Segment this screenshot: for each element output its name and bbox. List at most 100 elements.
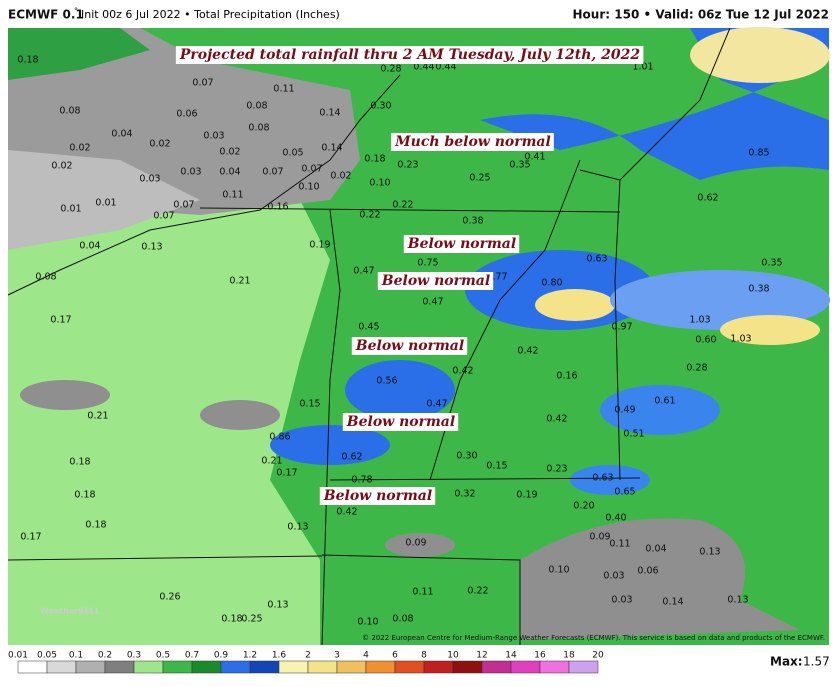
colorbar-label: 0.01: [8, 651, 28, 661]
map-value: 0.44: [413, 62, 434, 73]
map-value: 0.22: [359, 210, 380, 221]
blue: [600, 385, 720, 435]
map-value: 0.07: [173, 200, 194, 211]
map-value: 0.85: [748, 148, 769, 159]
map-value: 0.04: [219, 167, 240, 178]
yellow: [720, 315, 820, 345]
map-value: 0.13: [699, 547, 720, 558]
map-value: 0.08: [59, 106, 80, 117]
colorbar-swatch: [481, 660, 512, 674]
map-value: 0.35: [509, 160, 530, 171]
map-value: 0.10: [357, 617, 378, 628]
annotation: Below normal: [407, 236, 516, 252]
map-value: 0.18: [85, 520, 106, 531]
map-value: 0.08: [246, 101, 267, 112]
colorbar-label: 0.3: [127, 651, 141, 661]
map-value: 0.08: [248, 123, 269, 134]
map-value: 0.42: [517, 346, 538, 357]
annotation: Below normal: [355, 338, 464, 354]
map-value: 0.47: [422, 297, 443, 308]
map-value: 0.04: [111, 129, 132, 140]
colorbar-swatch: [278, 660, 309, 674]
colorbar-label: 20: [592, 651, 604, 661]
map-value: 0.17: [276, 468, 297, 479]
borders: [7, 27, 731, 646]
colorbar-label: 18: [563, 651, 575, 661]
map-value: 0.13: [267, 600, 288, 611]
map-value: 0.06: [176, 109, 197, 120]
colorbar-swatch: [75, 660, 106, 674]
map-value: 0.07: [192, 78, 213, 89]
map-value: 0.08: [35, 272, 56, 283]
map-value: 0.19: [516, 490, 537, 501]
blue: [570, 465, 650, 495]
colorbar-label: 16: [534, 651, 546, 661]
map-value: 0.09: [405, 538, 426, 549]
annotation-box: [377, 272, 494, 290]
map-value: 0.07: [301, 164, 322, 175]
annotation-box: [391, 133, 554, 151]
map-value: 0.25: [469, 173, 490, 184]
colorbar-swatch: [162, 660, 193, 674]
map-value: 0.09: [589, 532, 610, 543]
colorbar-swatch: [104, 660, 135, 674]
map-value: 0.25: [241, 614, 262, 625]
map-value: 0.02: [69, 143, 90, 154]
colorbar-label: 2: [305, 651, 311, 661]
map-value: 0.21: [229, 276, 250, 287]
map-value: 0.03: [203, 131, 224, 142]
map-value: 0.14: [321, 143, 342, 154]
map-value: 0.44: [435, 62, 456, 73]
map-value: 1.01: [632, 62, 653, 73]
annotation-box: [175, 46, 644, 64]
map-value: 0.05: [282, 148, 303, 159]
colorbar-swatch: [249, 660, 280, 674]
map-value: 0.16: [556, 371, 577, 382]
map-value: 0.11: [273, 84, 294, 95]
map-value: 0.10: [369, 178, 390, 189]
map-value: 0.26: [159, 592, 180, 603]
map-value: 0.13: [287, 522, 308, 533]
map-value: 0.11: [609, 539, 630, 550]
map-value: 0.42: [546, 414, 567, 425]
colorbar-label: 1.6: [272, 651, 287, 661]
map-value: 0.23: [397, 160, 418, 171]
blue: [345, 360, 455, 420]
annotation-box: [403, 235, 520, 253]
colorbar-label: 12: [476, 651, 487, 661]
map-value: 0.07: [153, 211, 174, 222]
map-value: 0.01: [60, 204, 81, 215]
max-label: Max:: [770, 655, 803, 669]
map-value: 0.77: [486, 272, 507, 283]
map-value: 0.62: [697, 193, 718, 204]
colorbar-label: 8: [421, 651, 427, 661]
colorbar-label: 0.9: [214, 651, 229, 661]
valid-time: Hour: 150 • Valid: 06z Tue 12 Jul 2022: [573, 8, 829, 22]
degree: °: [74, 7, 78, 16]
green-patch: [8, 28, 150, 80]
map-value: 0.40: [605, 513, 626, 524]
map-value: 0.61: [654, 396, 675, 407]
map-value: 0.11: [412, 587, 433, 598]
map-value: 0.97: [611, 322, 632, 333]
map-value: 0.23: [546, 464, 567, 475]
annotation: Below normal: [381, 273, 490, 289]
map-value: 0.03: [611, 595, 632, 606]
map-value: 0.22: [392, 200, 413, 211]
colorbar-swatch: [510, 660, 541, 674]
map-value: 0.28: [686, 363, 707, 374]
map-value: 0.21: [261, 456, 282, 467]
colorbar-label: 1.2: [243, 651, 257, 661]
colorbar-swatch: [539, 660, 570, 674]
map-value: 1.03: [730, 334, 751, 345]
map-value: 0.11: [222, 190, 243, 201]
map-value: 0.20: [573, 501, 594, 512]
map-value: 0.45: [358, 322, 379, 333]
map-value: 0.41: [524, 152, 545, 163]
map-value: 0.13: [141, 242, 162, 253]
map-value: 0.06: [637, 566, 658, 577]
map-value: 0.22: [467, 586, 488, 597]
map-value: 0.13: [727, 595, 748, 606]
colorbar-swatch: [568, 660, 599, 674]
map-value: 0.03: [180, 167, 201, 178]
